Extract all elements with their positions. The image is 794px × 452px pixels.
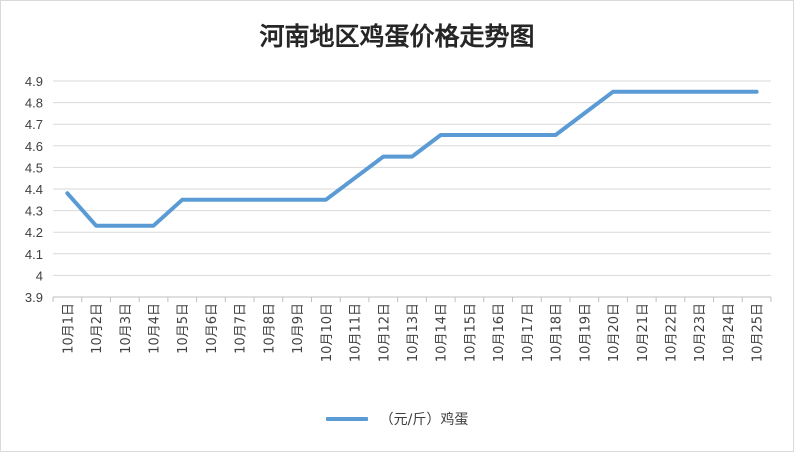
data-point	[381, 155, 385, 159]
y-tick-label: 3.9	[25, 290, 43, 305]
x-tick-label: 10月22日	[664, 303, 679, 362]
data-point	[324, 198, 328, 202]
data-point	[123, 224, 127, 228]
x-tick-label: 10月24日	[722, 303, 737, 362]
data-point	[525, 133, 529, 137]
x-tick-label: 10月13日	[406, 303, 421, 362]
data-point	[582, 111, 586, 115]
x-tick-label: 10月2日	[90, 303, 105, 354]
series-layer	[65, 89, 759, 228]
data-point	[410, 155, 414, 159]
y-tick-label: 4.4	[25, 182, 43, 197]
data-point	[726, 90, 730, 94]
data-point	[209, 198, 213, 202]
x-tick-label: 10月14日	[435, 303, 450, 362]
x-tick-label: 10月8日	[262, 303, 277, 354]
x-tick-label: 10月11日	[349, 303, 364, 362]
data-point	[152, 224, 156, 228]
legend: （元/斤）鸡蛋	[1, 409, 793, 429]
x-tick-label: 10月15日	[463, 303, 478, 362]
data-point	[611, 90, 615, 94]
y-tick-label: 4.2	[25, 225, 43, 240]
x-tick-label: 10月10日	[320, 303, 335, 362]
x-tick-label: 10月19日	[578, 303, 593, 362]
x-tick-label: 10月25日	[751, 303, 766, 362]
y-tick-label: 4.1	[25, 247, 43, 262]
data-point	[266, 198, 270, 202]
x-tick-label: 10月16日	[492, 303, 507, 362]
y-tick-label: 4.5	[25, 160, 43, 175]
legend-label: （元/斤）鸡蛋	[379, 412, 469, 428]
y-tick-label: 4.6	[25, 139, 43, 154]
chart-title: 河南地区鸡蛋价格走势图	[259, 22, 535, 51]
data-point	[238, 198, 242, 202]
y-tick-label: 4.7	[25, 117, 43, 132]
y-axis-ticks: 3.9 4 4.1 4.2 4.3 4.4 4.5 4.6 4.7 4.8 4.9	[25, 74, 43, 305]
data-point	[65, 191, 69, 195]
x-tick-label: 10月23日	[693, 303, 708, 362]
data-point	[94, 224, 98, 228]
x-tick-label: 10月3日	[119, 303, 134, 354]
data-point	[439, 133, 443, 137]
x-tick-label: 10月1日	[61, 303, 76, 354]
legend-line-swatch	[325, 417, 368, 421]
x-tick-label: 10月17日	[521, 303, 536, 362]
y-tick-label: 4.3	[25, 204, 43, 219]
data-point	[496, 133, 500, 137]
data-point	[755, 90, 759, 94]
y-tick-label: 4	[36, 268, 43, 283]
x-tick-label: 10月21日	[636, 303, 651, 362]
y-tick-label: 4.8	[25, 96, 43, 111]
x-tick-label: 10月18日	[550, 303, 565, 362]
x-tick-label: 10月6日	[205, 303, 220, 354]
x-tick-label: 10月9日	[291, 303, 306, 354]
data-point	[353, 176, 357, 180]
x-tick-label: 10月12日	[377, 303, 392, 362]
data-point	[295, 198, 299, 202]
gridlines	[53, 80, 771, 276]
data-point	[668, 90, 672, 94]
data-point	[697, 90, 701, 94]
x-tick-label: 10月20日	[607, 303, 622, 362]
data-point	[180, 198, 184, 202]
x-axis	[52, 296, 772, 302]
x-tick-label: 10月7日	[234, 303, 249, 354]
x-tick-label: 10月5日	[176, 303, 191, 354]
data-point	[554, 133, 558, 137]
data-point	[640, 90, 644, 94]
y-tick-label: 4.9	[25, 74, 43, 89]
x-tick-label: 10月4日	[148, 303, 163, 354]
line-chart: 3.944.14.24.34.44.54.64.74.84.9 10月1日 10月…	[25, 74, 772, 362]
series-line	[65, 89, 759, 228]
x-axis-ticks: 10月1日 10月2日 10月3日 10月4日 10月5日 10月6日 10月7日 10月8日…	[61, 303, 765, 362]
data-point	[467, 133, 471, 137]
